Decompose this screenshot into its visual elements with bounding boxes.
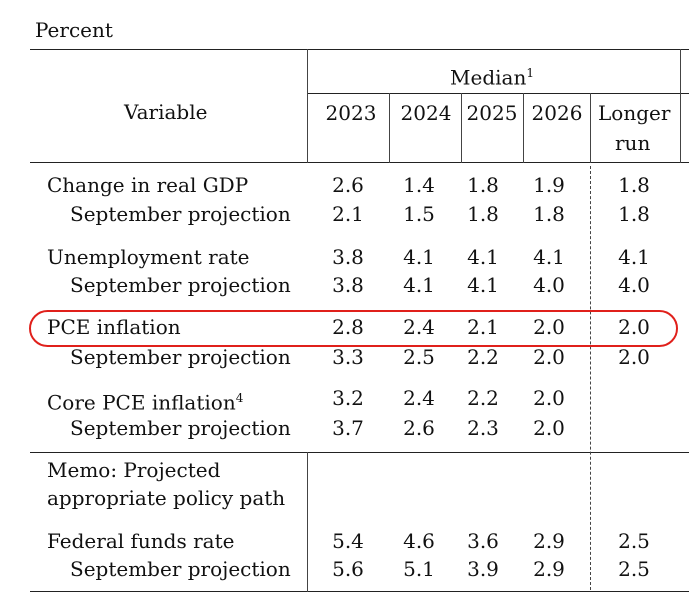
variable-header: Variable <box>124 100 208 124</box>
row-label-september-projection: September projection <box>70 202 291 226</box>
row-label: PCE inflation <box>47 315 181 339</box>
table-cell: 4.1 <box>403 273 435 297</box>
year-divider-3 <box>523 93 524 163</box>
row-label: Unemployment rate <box>47 245 250 269</box>
header-rule <box>30 162 689 163</box>
median-rule <box>307 93 689 94</box>
table-cell: 2.0 <box>618 345 650 369</box>
table-cell: 2.0 <box>618 315 650 339</box>
year-divider-1 <box>389 93 390 163</box>
table-cell: 2.4 <box>403 315 435 339</box>
median-header: Median1 <box>450 65 534 90</box>
table-cell: 2.2 <box>467 345 499 369</box>
table-cell: 2.1 <box>332 202 364 226</box>
table-cell: 1.8 <box>533 202 565 226</box>
table-cell: 5.4 <box>332 529 364 553</box>
table-cell: 2.9 <box>533 529 565 553</box>
table-cell: 2.6 <box>332 173 364 197</box>
longer-run-header-line2: run <box>615 131 651 155</box>
top-rule <box>30 49 689 50</box>
table-cell: 4.1 <box>467 245 499 269</box>
row-label: Core PCE inflation4 <box>47 390 244 415</box>
memo-column-divider <box>307 452 308 592</box>
table-cell: 2.0 <box>533 386 565 410</box>
table-cell: 3.8 <box>332 273 364 297</box>
table-cell: 4.1 <box>467 273 499 297</box>
longer-run-dashed-divider <box>590 166 591 590</box>
table-cell: 5.6 <box>332 557 364 581</box>
table-cell: 5.1 <box>403 557 435 581</box>
table-cell: 1.5 <box>403 202 435 226</box>
variable-column-divider <box>307 49 308 163</box>
year-divider-2 <box>461 93 462 163</box>
table-cell: 1.4 <box>403 173 435 197</box>
row-label-september-projection: September projection <box>70 273 291 297</box>
table-cell: 1.8 <box>618 173 650 197</box>
table-cell: 3.3 <box>332 345 364 369</box>
table-cell: 2.0 <box>533 345 565 369</box>
bottom-rule <box>30 591 689 592</box>
row-label-september-projection: September projection <box>70 557 291 581</box>
row-label-september-projection: September projection <box>70 345 291 369</box>
table-cell: 3.8 <box>332 245 364 269</box>
table-cell: 3.7 <box>332 416 364 440</box>
table-cell: 2.5 <box>618 529 650 553</box>
table-cell: 2.2 <box>467 386 499 410</box>
memo-line-1: Memo: Projected <box>47 458 221 482</box>
row-label: Change in real GDP <box>47 173 249 197</box>
table-cell: 2.4 <box>403 386 435 410</box>
unit-label: Percent <box>35 18 113 42</box>
year-header-2024: 2024 <box>400 101 452 125</box>
table-cell: 2.5 <box>618 557 650 581</box>
table-cell: 3.9 <box>467 557 499 581</box>
pce-inflation-highlight <box>29 310 678 347</box>
table-cell: 4.1 <box>533 245 565 269</box>
table-cell: 4.6 <box>403 529 435 553</box>
year-header-2025: 2025 <box>466 101 518 125</box>
table-cell: 2.9 <box>533 557 565 581</box>
table-cell: 1.8 <box>618 202 650 226</box>
table-cell: 2.6 <box>403 416 435 440</box>
longer-run-header-line1: Longer <box>598 101 671 125</box>
table-cell: 1.9 <box>533 173 565 197</box>
year-header-2026: 2026 <box>531 101 583 125</box>
table-cell: 3.6 <box>467 529 499 553</box>
table-cell: 4.1 <box>403 245 435 269</box>
right-header-divider <box>680 49 681 163</box>
table-cell: 4.1 <box>618 245 650 269</box>
memo-rule <box>30 452 689 453</box>
table-cell: 3.2 <box>332 386 364 410</box>
row-label-september-projection: September projection <box>70 416 291 440</box>
table-cell: 1.8 <box>467 173 499 197</box>
table-cell: 2.8 <box>332 315 364 339</box>
table-cell: 4.0 <box>618 273 650 297</box>
table-cell: 2.3 <box>467 416 499 440</box>
year-divider-4 <box>590 93 591 163</box>
year-header-2023: 2023 <box>325 101 377 125</box>
row-label: Federal funds rate <box>47 529 235 553</box>
table-cell: 2.1 <box>467 315 499 339</box>
table-cell: 4.0 <box>533 273 565 297</box>
table-cell: 1.8 <box>467 202 499 226</box>
table-cell: 2.0 <box>533 416 565 440</box>
table-cell: 2.5 <box>403 345 435 369</box>
memo-line-2: appropriate policy path <box>47 486 286 510</box>
table-cell: 2.0 <box>533 315 565 339</box>
